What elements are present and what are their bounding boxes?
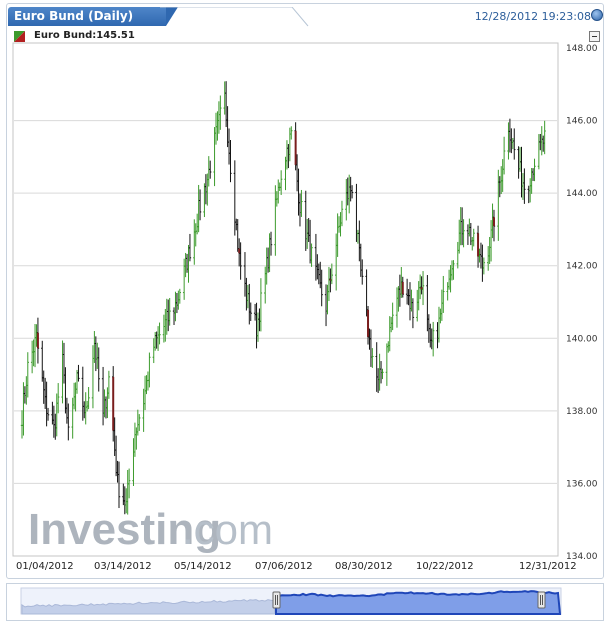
ohlc-bar xyxy=(502,136,506,175)
ohlc-bar xyxy=(97,347,100,392)
ohlc-bar xyxy=(401,276,404,298)
x-tick-label: 08/30/2012 xyxy=(335,561,393,572)
ohlc-bar xyxy=(381,368,384,380)
ohlc-bar xyxy=(188,233,192,262)
ohlc-bar xyxy=(371,348,374,368)
ohlc-bar xyxy=(330,263,334,285)
ohlc-bar xyxy=(127,468,131,499)
chart-title: Euro Bund (Daily) xyxy=(8,7,178,26)
ohlc-bar xyxy=(87,386,90,410)
y-tick-label: 146.00 xyxy=(566,117,598,127)
ohlc-bar xyxy=(533,158,536,182)
watermark-brand: Investing xyxy=(28,505,221,554)
plot-area xyxy=(12,42,559,557)
ohlc-bar xyxy=(239,242,242,280)
legend-label: Euro Bund:145.51 xyxy=(34,30,135,41)
ohlc-bar xyxy=(178,288,182,304)
y-tick-label: 134.00 xyxy=(566,552,598,562)
ohlc-bar xyxy=(249,302,252,321)
ohlc-bar xyxy=(168,297,171,326)
ohlc-bar xyxy=(290,126,293,140)
y-axis-ticks: 134.00 136.00 138.00 140.00 142.00 144.00 146.… xyxy=(566,44,598,562)
ohlc-bar xyxy=(279,170,283,196)
y-tick-label: 142.00 xyxy=(566,262,598,272)
ohlc-bar xyxy=(26,352,29,398)
ohlc-bar xyxy=(117,461,121,509)
title-tab-border xyxy=(160,7,309,27)
ohlc-bar xyxy=(411,298,415,329)
ohlc-bar xyxy=(431,321,435,357)
gridlines xyxy=(14,120,557,484)
legend-swatch-icon xyxy=(14,31,25,42)
ohlc-bar xyxy=(259,278,263,332)
x-tick-label: 12/31/2012 xyxy=(519,561,577,572)
ohlc-bar xyxy=(67,403,70,441)
ohlc-bar xyxy=(269,231,273,256)
watermark-suffix: .com xyxy=(182,506,273,553)
x-tick-label: 07/06/2012 xyxy=(255,561,313,572)
ohlc-bar xyxy=(46,407,50,421)
x-tick-label: 05/14/2012 xyxy=(174,561,232,572)
ohlc-bar xyxy=(492,209,496,242)
ohlc-bar xyxy=(482,257,486,275)
ohlc-bar xyxy=(77,364,80,382)
y-tick-label: 144.00 xyxy=(566,189,598,199)
y-tick-label: 136.00 xyxy=(566,479,598,489)
ohlc-bar xyxy=(452,260,455,280)
ohlc-bar xyxy=(209,160,212,179)
y-tick-label: 148.00 xyxy=(566,44,598,54)
x-tick-label: 10/22/2012 xyxy=(416,561,474,572)
ohlc-bar xyxy=(462,219,465,248)
ohlc-bar xyxy=(391,302,394,331)
ohlc-bar xyxy=(138,414,141,431)
x-tick-label: 03/14/2012 xyxy=(94,561,152,572)
settings-orb-icon[interactable] xyxy=(591,9,603,21)
ohlc-bar xyxy=(158,322,161,345)
ohlc-bar xyxy=(472,228,475,247)
x-axis-ticks: 01/04/2012 03/14/2012 05/14/2012 07/06/2012… xyxy=(16,561,577,572)
ohlc-bar xyxy=(513,128,516,160)
price-bars xyxy=(20,81,546,515)
x-tick-label: 01/04/2012 xyxy=(16,561,74,572)
y-tick-label: 138.00 xyxy=(566,407,598,417)
ohlc-bar xyxy=(523,168,526,204)
range-navigator[interactable] xyxy=(6,583,604,621)
ohlc-bar xyxy=(229,139,232,183)
ohlc-bar xyxy=(56,383,60,414)
ohlc-bar xyxy=(320,269,323,307)
ohlc-bar xyxy=(198,189,202,221)
ohlc-bar xyxy=(442,275,445,313)
minimize-button[interactable] xyxy=(589,31,600,42)
watermark-logo: Investing .com xyxy=(28,505,273,554)
ohlc-bar xyxy=(421,271,425,306)
ohlc-bar xyxy=(107,370,111,399)
ohlc-bar xyxy=(543,120,546,155)
ohlc-bar xyxy=(361,259,364,285)
ohlc-bar xyxy=(310,243,313,267)
navigator-right-handle[interactable] xyxy=(537,591,546,609)
timestamp: 12/28/2012 19:23:08 xyxy=(474,10,591,23)
ohlc-bar xyxy=(300,189,303,217)
ohlc-bar xyxy=(219,95,222,130)
navigator-selected-area xyxy=(275,590,562,615)
navigator-history-area xyxy=(21,599,276,615)
ohlc-bar xyxy=(350,185,354,199)
ohlc-bar xyxy=(36,317,40,364)
navigator-chart xyxy=(20,587,562,615)
ohlc-bar xyxy=(148,352,151,388)
navigator-left-handle[interactable] xyxy=(272,591,281,609)
ohlc-bar xyxy=(340,200,344,227)
y-tick-label: 140.00 xyxy=(566,334,598,344)
